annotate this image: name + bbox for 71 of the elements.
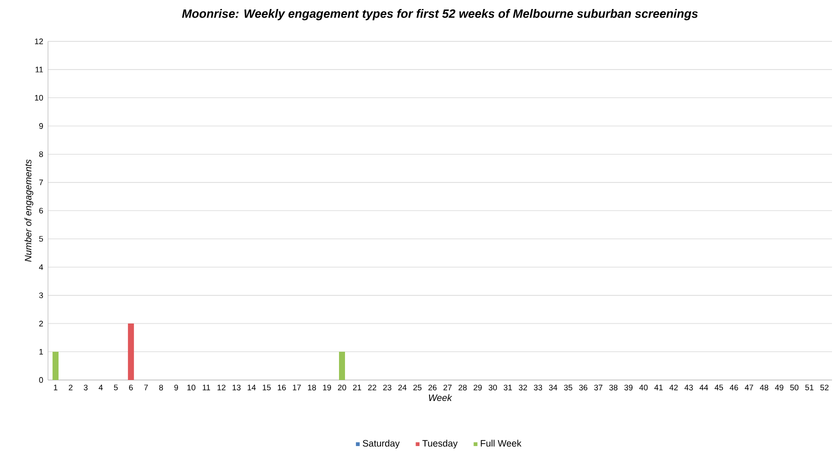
- y-tick-label: 0: [39, 377, 43, 383]
- x-tick-label: 29: [474, 384, 482, 390]
- x-tick-label: 4: [98, 384, 103, 390]
- legend-label: Full Week: [480, 440, 522, 447]
- y-tick-label: 4: [39, 264, 44, 270]
- x-tick-label: 31: [504, 384, 512, 390]
- y-tick-label: 5: [39, 236, 43, 242]
- x-tick-label: 5: [114, 384, 118, 390]
- x-tick-label: 20: [338, 384, 346, 390]
- y-tick-label: 12: [35, 38, 43, 44]
- x-tick-label: 2: [68, 384, 72, 390]
- legend-label: Tuesday: [422, 440, 458, 448]
- y-tick-label: 1: [39, 349, 43, 355]
- x-tick-label: 1: [54, 384, 58, 390]
- x-tick-label: 42: [669, 384, 678, 390]
- x-tick-label: 12: [218, 384, 226, 390]
- x-tick-label: 27: [443, 384, 452, 390]
- x-tick-label: 35: [564, 384, 572, 390]
- x-tick-label: 16: [278, 384, 286, 390]
- y-tick-label: 7: [39, 180, 43, 186]
- x-tick-label: 47: [744, 384, 754, 390]
- x-tick-label: 9: [174, 384, 178, 390]
- x-tick-label: 21: [353, 384, 362, 390]
- x-tick-label: 34: [548, 384, 558, 390]
- legend-label: Saturday: [362, 440, 400, 448]
- x-tick-label: 18: [308, 384, 316, 390]
- x-tick-label: 49: [774, 384, 784, 390]
- y-tick-label: 3: [39, 292, 43, 298]
- x-tick-label: 40: [639, 384, 648, 390]
- y-axis-title: Number of engagements: [24, 160, 34, 262]
- x-tick-label: 15: [262, 384, 271, 390]
- x-tick-label: 3: [84, 384, 88, 390]
- x-tick-label: 11: [202, 384, 210, 390]
- x-axis-title: Week: [428, 394, 452, 402]
- x-tick-label: 38: [609, 384, 618, 390]
- x-tick-label: 50: [790, 384, 798, 390]
- x-tick-label: 51: [805, 384, 814, 390]
- x-tick-label: 45: [714, 384, 724, 390]
- x-tick-label: 32: [518, 384, 527, 390]
- x-tick-label: 44: [700, 384, 708, 390]
- x-tick-label: 37: [594, 384, 602, 390]
- x-tick-label: 6: [129, 384, 133, 390]
- y-tick-label: 9: [39, 123, 43, 129]
- x-tick-label: 14: [248, 384, 256, 390]
- y-tick-label: 6: [39, 208, 43, 214]
- x-tick-label: 17: [292, 384, 301, 390]
- y-tick-label: 10: [35, 94, 43, 101]
- x-tick-label: 10: [187, 384, 196, 390]
- x-tick-label: 33: [534, 384, 542, 390]
- y-tick-label: 11: [36, 66, 43, 72]
- x-tick-label: 48: [760, 384, 768, 390]
- x-tick-label: 26: [428, 384, 437, 390]
- x-tick-label: 25: [413, 384, 422, 390]
- chart-title: Moonrise: Weekly engagement types for first 52 weeks of Melbourne suburban screenings: [182, 9, 698, 20]
- x-tick-label: 24: [398, 384, 407, 390]
- x-tick-label: 28: [458, 384, 467, 390]
- x-tick-label: 36: [579, 384, 588, 390]
- x-tick-label: 39: [624, 384, 633, 390]
- x-tick-label: 23: [383, 384, 392, 390]
- x-tick-label: 13: [232, 384, 241, 390]
- x-tick-label: 7: [144, 384, 148, 390]
- x-tick-label: 41: [654, 384, 663, 390]
- x-tick-label: 8: [159, 384, 163, 390]
- x-tick-label: 30: [488, 384, 497, 390]
- y-tick-label: 8: [39, 151, 43, 158]
- x-tick-label: 46: [730, 384, 738, 390]
- x-tick-label: 22: [368, 384, 376, 390]
- x-tick-label: 52: [820, 384, 829, 390]
- x-tick-label: 19: [323, 384, 332, 390]
- y-tick-label: 2: [39, 320, 43, 326]
- x-tick-label: 43: [684, 384, 693, 390]
